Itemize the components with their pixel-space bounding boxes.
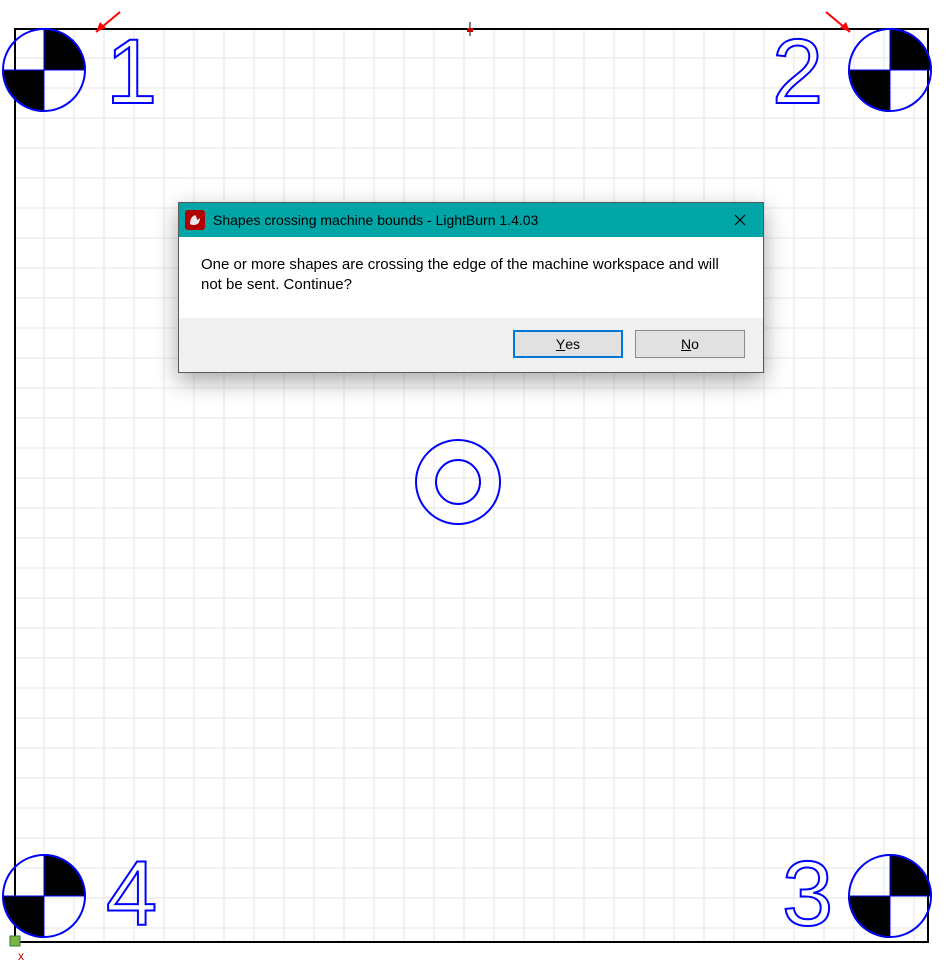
corner-target-4	[2, 854, 86, 938]
corner-target-1	[2, 28, 86, 112]
corner-digit-2: 2	[772, 26, 823, 118]
svg-text:x: x	[18, 949, 24, 962]
corner-digit-3: 3	[782, 848, 833, 940]
arrow-top-left-icon	[86, 6, 126, 46]
center-target-icon	[414, 438, 502, 526]
dialog-no-button[interactable]: No	[635, 330, 745, 358]
workspace-canvas[interactable]: 1234xShapes crossing machine bounds - Li…	[0, 0, 945, 965]
dialog-button-row: Yes No	[179, 318, 763, 372]
close-icon	[734, 214, 746, 226]
dialog-message: One or more shapes are crossing the edge…	[179, 237, 763, 318]
corner-target-3	[848, 854, 932, 938]
dialog-titlebar[interactable]: Shapes crossing machine bounds - LightBu…	[179, 203, 763, 237]
ruler-origin-top-icon	[460, 22, 480, 42]
lightburn-app-icon	[185, 210, 205, 230]
dialog-close-button[interactable]	[717, 203, 763, 237]
corner-target-2	[848, 28, 932, 112]
warning-dialog: Shapes crossing machine bounds - LightBu…	[178, 202, 764, 373]
dialog-title: Shapes crossing machine bounds - LightBu…	[213, 212, 717, 228]
dialog-yes-button[interactable]: Yes	[513, 330, 623, 358]
corner-digit-4: 4	[106, 848, 157, 940]
origin-marker-icon: x	[8, 934, 32, 958]
arrow-top-right-icon	[820, 6, 860, 46]
